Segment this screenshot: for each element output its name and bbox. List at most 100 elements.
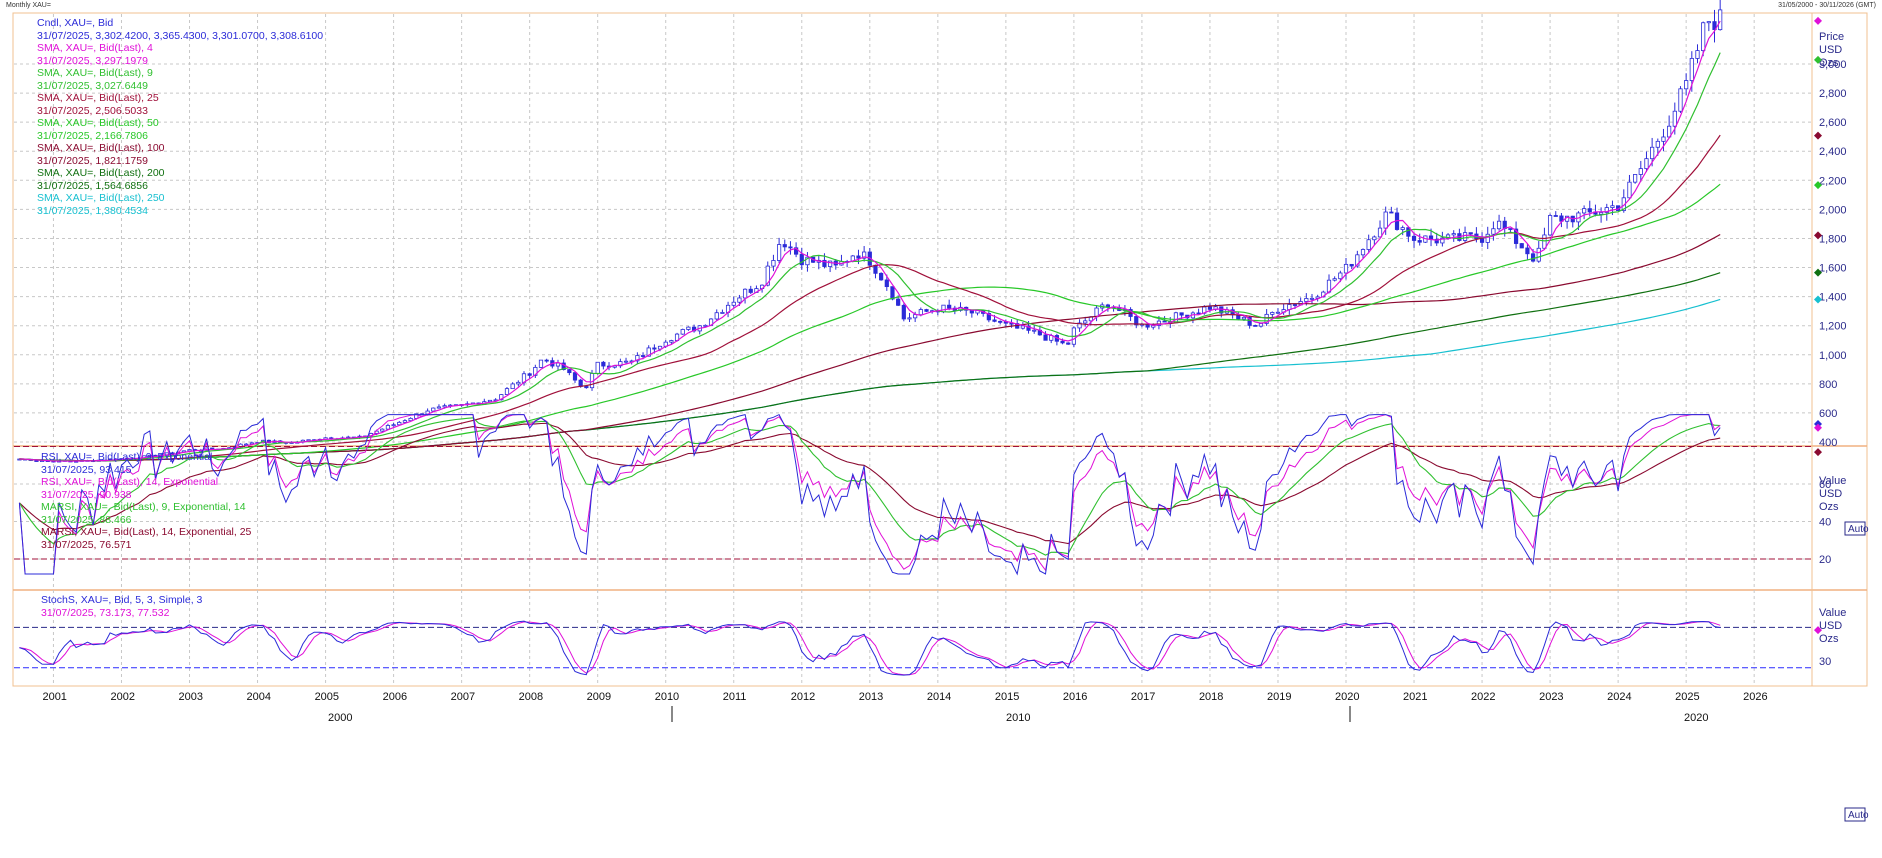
candle-body: [799, 253, 804, 266]
candle-body: [572, 372, 578, 381]
candle-body: [431, 407, 436, 412]
last-value-marker: [1814, 55, 1822, 64]
candle-body: [1009, 322, 1014, 325]
candle-body: [1349, 263, 1354, 267]
price-legend-value: 31/07/2025, 2,166.7806: [37, 130, 148, 142]
year-tick-label: 2015: [995, 691, 1019, 703]
year-tick-label: 2017: [1131, 691, 1155, 703]
year-tick-label: 2023: [1539, 691, 1563, 703]
candle-body: [1343, 263, 1349, 274]
candle-body: [1292, 304, 1298, 306]
candle-body: [992, 319, 997, 322]
outer-border: [12, 12, 1868, 687]
candle-body: [703, 324, 708, 327]
candle-body: [680, 329, 685, 335]
candle-body: [147, 454, 152, 457]
candle-body: [1525, 247, 1530, 255]
candle-body: [1689, 58, 1694, 81]
price-legend-value: 31/07/2025, 1,564.6856: [37, 180, 148, 192]
x-axis: 2001 2002 2003 2004 2005 2006 2007 2008 2009 2010…: [13, 685, 1867, 724]
price-legend-value: 31/07/2025, 2,506.5033: [37, 105, 148, 117]
candle-body: [1712, 21, 1717, 31]
candle-body: [1491, 228, 1496, 235]
candle-body: [397, 421, 402, 426]
candle-body: [1332, 278, 1337, 281]
candle-body: [1440, 237, 1445, 244]
candle-body: [805, 256, 810, 266]
candle-body: [720, 312, 725, 314]
candle-body: [1633, 174, 1638, 183]
candle-body: [947, 304, 952, 309]
candle-body: [601, 361, 606, 367]
sma-50-line: [19, 183, 1721, 462]
window-date-range: 31/05/2000 - 30/11/2026 (GMT): [1778, 2, 1876, 9]
year-tick-label: 2019: [1267, 691, 1291, 703]
candle-body: [1553, 215, 1558, 217]
candle-body: [1417, 240, 1422, 243]
candle-body: [1162, 320, 1167, 323]
price-legend-label: SMA, XAU=, Bid(Last), 50: [37, 117, 159, 129]
candle-body: [714, 312, 719, 320]
price-legend-label: SMA, XAU=, Bid(Last), 25: [37, 92, 159, 104]
candle-body: [1479, 238, 1485, 243]
candle-body: [686, 326, 691, 330]
rsi-last-marker: [1814, 448, 1822, 457]
stoch-legend-label: StochS, XAU=, Bid, 5, 3, Simple, 3: [41, 594, 203, 606]
last-value-marker: [1814, 181, 1822, 190]
candle-body: [776, 244, 782, 261]
candle-body: [1060, 340, 1065, 344]
candle-body: [385, 425, 391, 430]
auto-label-stoch: Auto: [1848, 810, 1869, 821]
price-legend-value: 31/07/2025, 1,821.1759: [37, 155, 148, 167]
price-legend-value: 31/07/2025, 3,027.6449: [37, 80, 148, 92]
auto-label-price: Auto: [1848, 524, 1869, 535]
candle-body: [1508, 228, 1513, 230]
stoch-k-line: [19, 620, 1721, 676]
candle-body: [998, 320, 1003, 323]
candle-body: [1134, 316, 1139, 326]
last-value-marker: [1814, 16, 1822, 25]
year-tick-label: 2011: [723, 691, 747, 703]
year-tick-label: 2007: [451, 691, 475, 703]
candle-body: [1542, 234, 1547, 249]
candle-body: [1434, 238, 1439, 244]
last-value-marker: [1814, 295, 1822, 304]
rsi-legend-label: RSI, XAU=, Bid(Last), 14, Exponential: [41, 476, 218, 488]
candle-body: [1604, 207, 1609, 213]
candle-body: [1650, 146, 1655, 160]
candle-body: [1706, 21, 1711, 24]
price-axis-header: Price: [1819, 31, 1844, 43]
candle-body: [510, 383, 515, 390]
candle-body: [1582, 208, 1587, 214]
candle-body: [788, 246, 793, 249]
candle-body: [646, 347, 651, 357]
candle-body: [402, 420, 408, 423]
candle-body: [170, 452, 175, 455]
stoch-legend-value: 31/07/2025, 73.173, 77.532: [41, 607, 170, 619]
candle-body: [828, 260, 833, 267]
price-legend-value: 31/07/2025, 1,380.4534: [37, 205, 148, 217]
stoch-tick-label: 30: [1819, 656, 1831, 668]
rsi-legend-label: MARSI, XAU=, Bid(Last), 14, Exponential,…: [41, 526, 252, 538]
year-tick-label: 2004: [247, 691, 271, 703]
rsi-legend-value: 31/07/2025, 93.415: [41, 464, 132, 476]
candle-body: [1485, 233, 1490, 243]
price-tick-label: 1,400: [1819, 292, 1847, 304]
candle-body: [595, 361, 600, 374]
year-tick-label: 2005: [315, 691, 339, 703]
decade-label: 2020: [1684, 712, 1708, 724]
candle-body: [1451, 233, 1456, 236]
candle-body: [669, 340, 674, 343]
candle-body: [1496, 220, 1502, 230]
price-panel[interactable]: 400 600 800 1,000 1,200 1,400 1,600 1,800 2,000 2…: [14, 0, 1869, 536]
rsi-tick-label: 20: [1819, 554, 1831, 566]
candle-body: [1043, 334, 1048, 341]
year-tick-label: 2020: [1335, 691, 1359, 703]
candle-body: [1247, 316, 1252, 326]
last-value-marker: [1814, 231, 1822, 240]
candle-body: [504, 388, 510, 395]
candle-body: [1530, 253, 1536, 262]
